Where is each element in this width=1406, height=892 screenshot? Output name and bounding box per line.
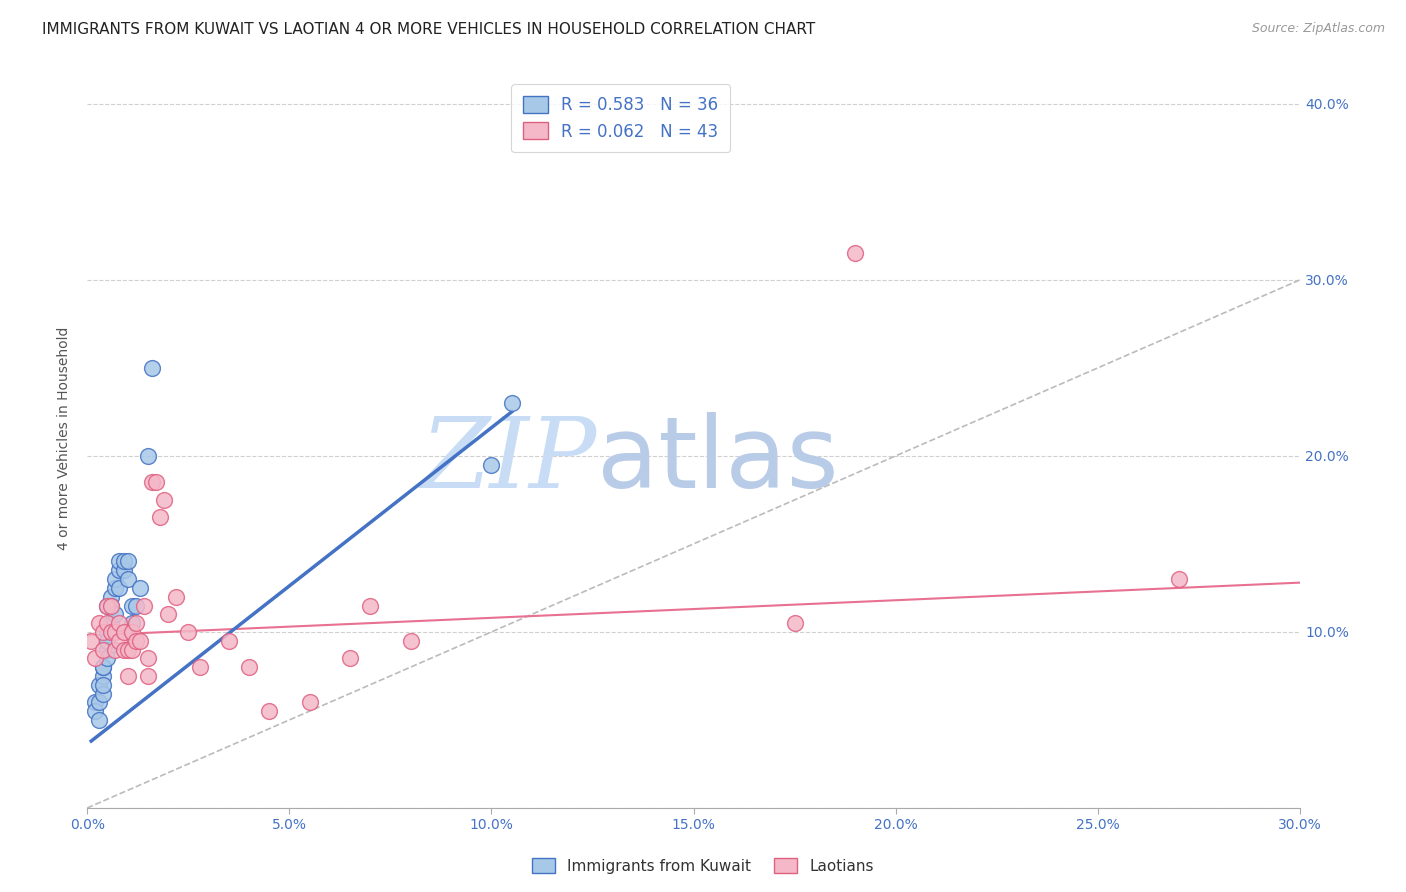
Point xyxy=(117,572,139,586)
Point xyxy=(96,616,118,631)
Point xyxy=(121,624,143,639)
Point xyxy=(121,599,143,613)
Point xyxy=(100,616,122,631)
Point xyxy=(91,687,114,701)
Point xyxy=(117,669,139,683)
Point xyxy=(89,678,111,692)
Text: Source: ZipAtlas.com: Source: ZipAtlas.com xyxy=(1251,22,1385,36)
Point xyxy=(783,616,806,631)
Point xyxy=(96,624,118,639)
Point xyxy=(141,360,163,375)
Point xyxy=(108,563,131,577)
Point xyxy=(100,624,122,639)
Point xyxy=(112,624,135,639)
Point xyxy=(104,572,127,586)
Point xyxy=(91,660,114,674)
Point xyxy=(141,475,163,490)
Point xyxy=(112,642,135,657)
Point xyxy=(91,678,114,692)
Point xyxy=(91,669,114,683)
Point xyxy=(91,660,114,674)
Point xyxy=(104,607,127,622)
Point xyxy=(153,492,176,507)
Text: ZIP: ZIP xyxy=(420,413,596,508)
Point xyxy=(121,616,143,631)
Point xyxy=(104,642,127,657)
Point xyxy=(128,633,150,648)
Point xyxy=(100,590,122,604)
Point xyxy=(124,633,146,648)
Text: atlas: atlas xyxy=(596,412,838,509)
Point xyxy=(218,633,240,648)
Point xyxy=(136,669,159,683)
Text: IMMIGRANTS FROM KUWAIT VS LAOTIAN 4 OR MORE VEHICLES IN HOUSEHOLD CORRELATION CH: IMMIGRANTS FROM KUWAIT VS LAOTIAN 4 OR M… xyxy=(42,22,815,37)
Point xyxy=(108,616,131,631)
Point xyxy=(238,660,260,674)
Point xyxy=(145,475,167,490)
Point xyxy=(399,633,422,648)
Y-axis label: 4 or more Vehicles in Household: 4 or more Vehicles in Household xyxy=(58,326,72,550)
Point xyxy=(177,624,200,639)
Point xyxy=(108,581,131,595)
Point xyxy=(117,642,139,657)
Point xyxy=(89,616,111,631)
Point xyxy=(104,624,127,639)
Point xyxy=(136,651,159,665)
Point xyxy=(96,642,118,657)
Point xyxy=(112,554,135,568)
Point xyxy=(501,396,523,410)
Point xyxy=(136,449,159,463)
Point xyxy=(121,642,143,657)
Point xyxy=(117,554,139,568)
Point xyxy=(149,510,172,524)
Point xyxy=(89,713,111,727)
Point xyxy=(156,607,179,622)
Point xyxy=(165,590,187,604)
Point xyxy=(89,695,111,709)
Point xyxy=(128,581,150,595)
Point xyxy=(190,660,212,674)
Point xyxy=(96,599,118,613)
Point xyxy=(100,599,122,613)
Point xyxy=(844,246,866,260)
Point xyxy=(132,599,155,613)
Point xyxy=(359,599,381,613)
Legend: R = 0.583   N = 36, R = 0.062   N = 43: R = 0.583 N = 36, R = 0.062 N = 43 xyxy=(512,84,730,153)
Point xyxy=(84,704,107,718)
Point xyxy=(104,581,127,595)
Point xyxy=(481,458,503,472)
Point xyxy=(124,599,146,613)
Point xyxy=(84,695,107,709)
Point xyxy=(339,651,361,665)
Point xyxy=(1167,572,1189,586)
Point xyxy=(108,554,131,568)
Point xyxy=(91,642,114,657)
Point xyxy=(124,616,146,631)
Point xyxy=(80,633,103,648)
Point xyxy=(96,599,118,613)
Point xyxy=(100,599,122,613)
Point xyxy=(96,633,118,648)
Point xyxy=(84,651,107,665)
Point xyxy=(112,563,135,577)
Point xyxy=(257,704,280,718)
Point xyxy=(91,624,114,639)
Point xyxy=(108,633,131,648)
Point xyxy=(96,651,118,665)
Legend: Immigrants from Kuwait, Laotians: Immigrants from Kuwait, Laotians xyxy=(526,852,880,880)
Point xyxy=(298,695,321,709)
